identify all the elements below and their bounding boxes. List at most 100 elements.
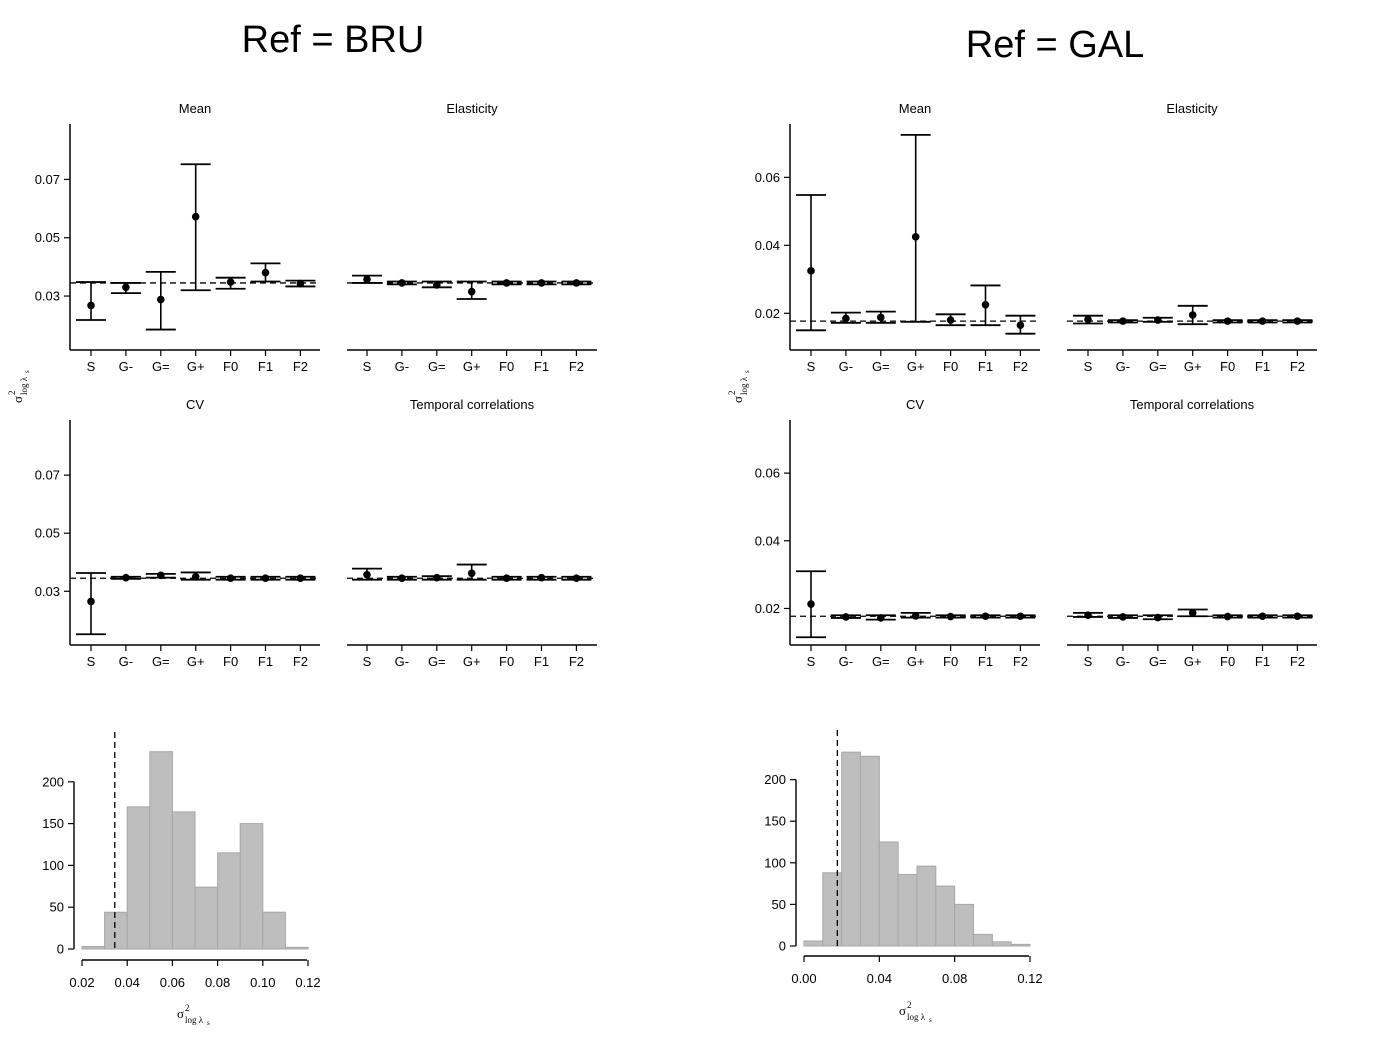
point-g1-p3-3 — [1188, 609, 1197, 617]
point-g1-p3-2 — [1154, 613, 1162, 622]
x-tick-label-g0-p1-3: G+ — [463, 359, 481, 374]
x-tick-label-g0-p2-2: G= — [152, 654, 170, 669]
hist-x-axis-label-0-sigma: σ — [177, 1006, 184, 1021]
y-axis-label-g1-subsub: s — [743, 370, 751, 373]
y-tick-label-g1-p2-0: 0.02 — [755, 601, 780, 616]
point-g0-p2-0 — [87, 597, 95, 606]
point-g1-p2-2 — [877, 614, 885, 622]
y-tick-label-g1-p2-2: 0.06 — [755, 466, 780, 481]
x-tick-label-g0-p0-5: F1 — [258, 359, 273, 374]
hist-bar-1-1 — [822, 872, 843, 947]
hist-y-tick-label-1-2: 100 — [764, 855, 786, 870]
y-axis-label-g1-sub: log λ — [739, 376, 749, 395]
x-tick-label-g1-p1-6: F2 — [1290, 359, 1305, 374]
hist-y-tick-label-1-4: 200 — [764, 772, 786, 787]
y-axis-label-g0-subsub: s — [23, 370, 31, 373]
hist-x-axis-label-0-sub: log λ — [185, 1015, 204, 1025]
title-right: Ref = GAL — [966, 24, 1144, 66]
point-g1-p0-0 — [807, 267, 815, 275]
hist-bar-1-5 — [897, 873, 918, 947]
x-tick-label-g1-p0-5: F1 — [978, 359, 993, 374]
x-tick-label-g1-p2-5: F1 — [978, 654, 993, 669]
point-g1-p0-6 — [1016, 321, 1025, 329]
x-tick-label-g1-p1-0: S — [1084, 359, 1093, 374]
panel-g1-p2: CV 0.02 0.04 0.06 S G- G= G+ F0 F1 F2 — [755, 397, 1040, 669]
point-g0-p3-0 — [363, 570, 371, 579]
x-tick-label-g1-p1-2: G= — [1149, 359, 1167, 374]
hist-bar-0-7 — [239, 823, 264, 950]
histogram-0: 0 50 100 150 200 0.02 0.04 0.06 0.08 0.10 0.12 — [42, 732, 321, 990]
panel-title-g1-p1: Elasticity — [1166, 101, 1218, 116]
hist-x-tick-label-1-0: 0.00 — [791, 971, 816, 986]
y-tick-label-g0-p2-0: 0.03 — [35, 584, 60, 599]
hist-x-tick-label-1-2: 0.08 — [942, 971, 967, 986]
hist-bar-1-9 — [973, 933, 993, 947]
x-tick-label-g1-p0-2: G= — [872, 359, 890, 374]
hist-bar-1-2 — [841, 751, 862, 947]
x-tick-label-g1-p1-3: G+ — [1184, 359, 1202, 374]
hist-x-axis-label-0-subsub: s — [207, 1019, 210, 1027]
point-g1-p1-1 — [1119, 317, 1127, 325]
hist-y-tick-label-0-2: 100 — [42, 858, 64, 873]
point-g1-p2-1 — [842, 613, 850, 621]
hist-bar-1-6 — [916, 865, 937, 947]
x-tick-label-g1-p0-6: F2 — [1013, 359, 1028, 374]
point-g0-p3-1 — [398, 574, 406, 583]
y-tick-label-g1-p0-0: 0.02 — [755, 306, 780, 321]
hist-x-tick-label-0-5: 0.12 — [295, 975, 320, 990]
hist-bar-1-8 — [954, 903, 975, 947]
histogram-1: 0 50 100 150 200 0.00 0.04 0.08 0.12 — [764, 730, 1043, 986]
point-g0-p3-2 — [433, 573, 441, 582]
point-g1-p0-2 — [877, 313, 885, 322]
point-g1-p2-0 — [807, 600, 815, 608]
y-tick-label-g0-p0-1: 0.05 — [35, 230, 60, 245]
x-tick-label-g1-p2-3: G+ — [907, 654, 925, 669]
panel-g0-p2: CV 0.03 0.05 0.07 S G- G= G+ F0 F1 F2 — [35, 397, 320, 669]
point-g0-p2-5 — [261, 574, 270, 583]
point-g1-p2-5 — [981, 612, 990, 621]
hist-bar-1-7 — [935, 885, 956, 947]
panel-title-g1-p0: Mean — [899, 101, 932, 116]
hist-bar-1-4 — [878, 841, 899, 947]
point-g1-p1-4 — [1223, 317, 1232, 325]
point-g0-p3-5 — [537, 573, 546, 582]
point-g0-p0-6 — [296, 279, 305, 288]
x-tick-label-g0-p3-1: G- — [395, 654, 409, 669]
panel-title-g0-p1: Elasticity — [446, 101, 498, 116]
hist-x-axis-label-1-sigma: σ — [899, 1003, 906, 1018]
point-g1-p2-6 — [1016, 612, 1025, 621]
y-axis-label-g1-sup: 2 — [727, 391, 737, 396]
x-tick-label-g1-p0-3: G+ — [907, 359, 925, 374]
hist-x-tick-label-0-0: 0.02 — [69, 975, 94, 990]
x-tick-label-g0-p3-5: F1 — [534, 654, 549, 669]
point-g1-p0-3 — [911, 233, 920, 241]
point-g0-p0-4 — [226, 278, 235, 286]
x-tick-label-g1-p1-5: F1 — [1255, 359, 1270, 374]
point-g0-p1-4 — [502, 279, 511, 287]
y-axis-label-g0-sub: log λ — [19, 376, 29, 395]
point-g0-p3-3 — [467, 569, 476, 578]
hist-x-axis-label-1-sub: log λ — [907, 1012, 926, 1022]
x-tick-label-g1-p2-1: G- — [839, 654, 853, 669]
panel-title-g1-p3: Temporal correlations — [1130, 397, 1255, 412]
point-g1-p0-5 — [981, 301, 990, 309]
hist-x-axis-label-1-subsub: s — [929, 1016, 932, 1024]
x-tick-label-g0-p1-4: F0 — [499, 359, 514, 374]
hist-x-axis-label-1-sup: 2 — [907, 1000, 912, 1010]
x-tick-label-g1-p0-4: F0 — [943, 359, 958, 374]
y-tick-label-g1-p0-2: 0.06 — [755, 170, 780, 185]
hist-bar-0-5 — [194, 886, 219, 950]
y-tick-label-g1-p0-1: 0.04 — [755, 238, 780, 253]
point-g0-p1-0 — [363, 275, 371, 284]
hist-x-tick-label-1-1: 0.04 — [867, 971, 892, 986]
y-tick-label-g0-p0-2: 0.07 — [35, 172, 60, 187]
hist-y-tick-label-0-3: 150 — [42, 816, 64, 831]
point-g0-p0-0 — [87, 301, 95, 310]
y-tick-label-g1-p2-1: 0.04 — [755, 533, 780, 548]
x-tick-label-g0-p2-1: G- — [119, 654, 133, 669]
hist-y-tick-label-1-0: 0 — [779, 939, 786, 954]
x-tick-label-g1-p3-6: F2 — [1290, 654, 1305, 669]
x-tick-label-g0-p1-1: G- — [395, 359, 409, 374]
